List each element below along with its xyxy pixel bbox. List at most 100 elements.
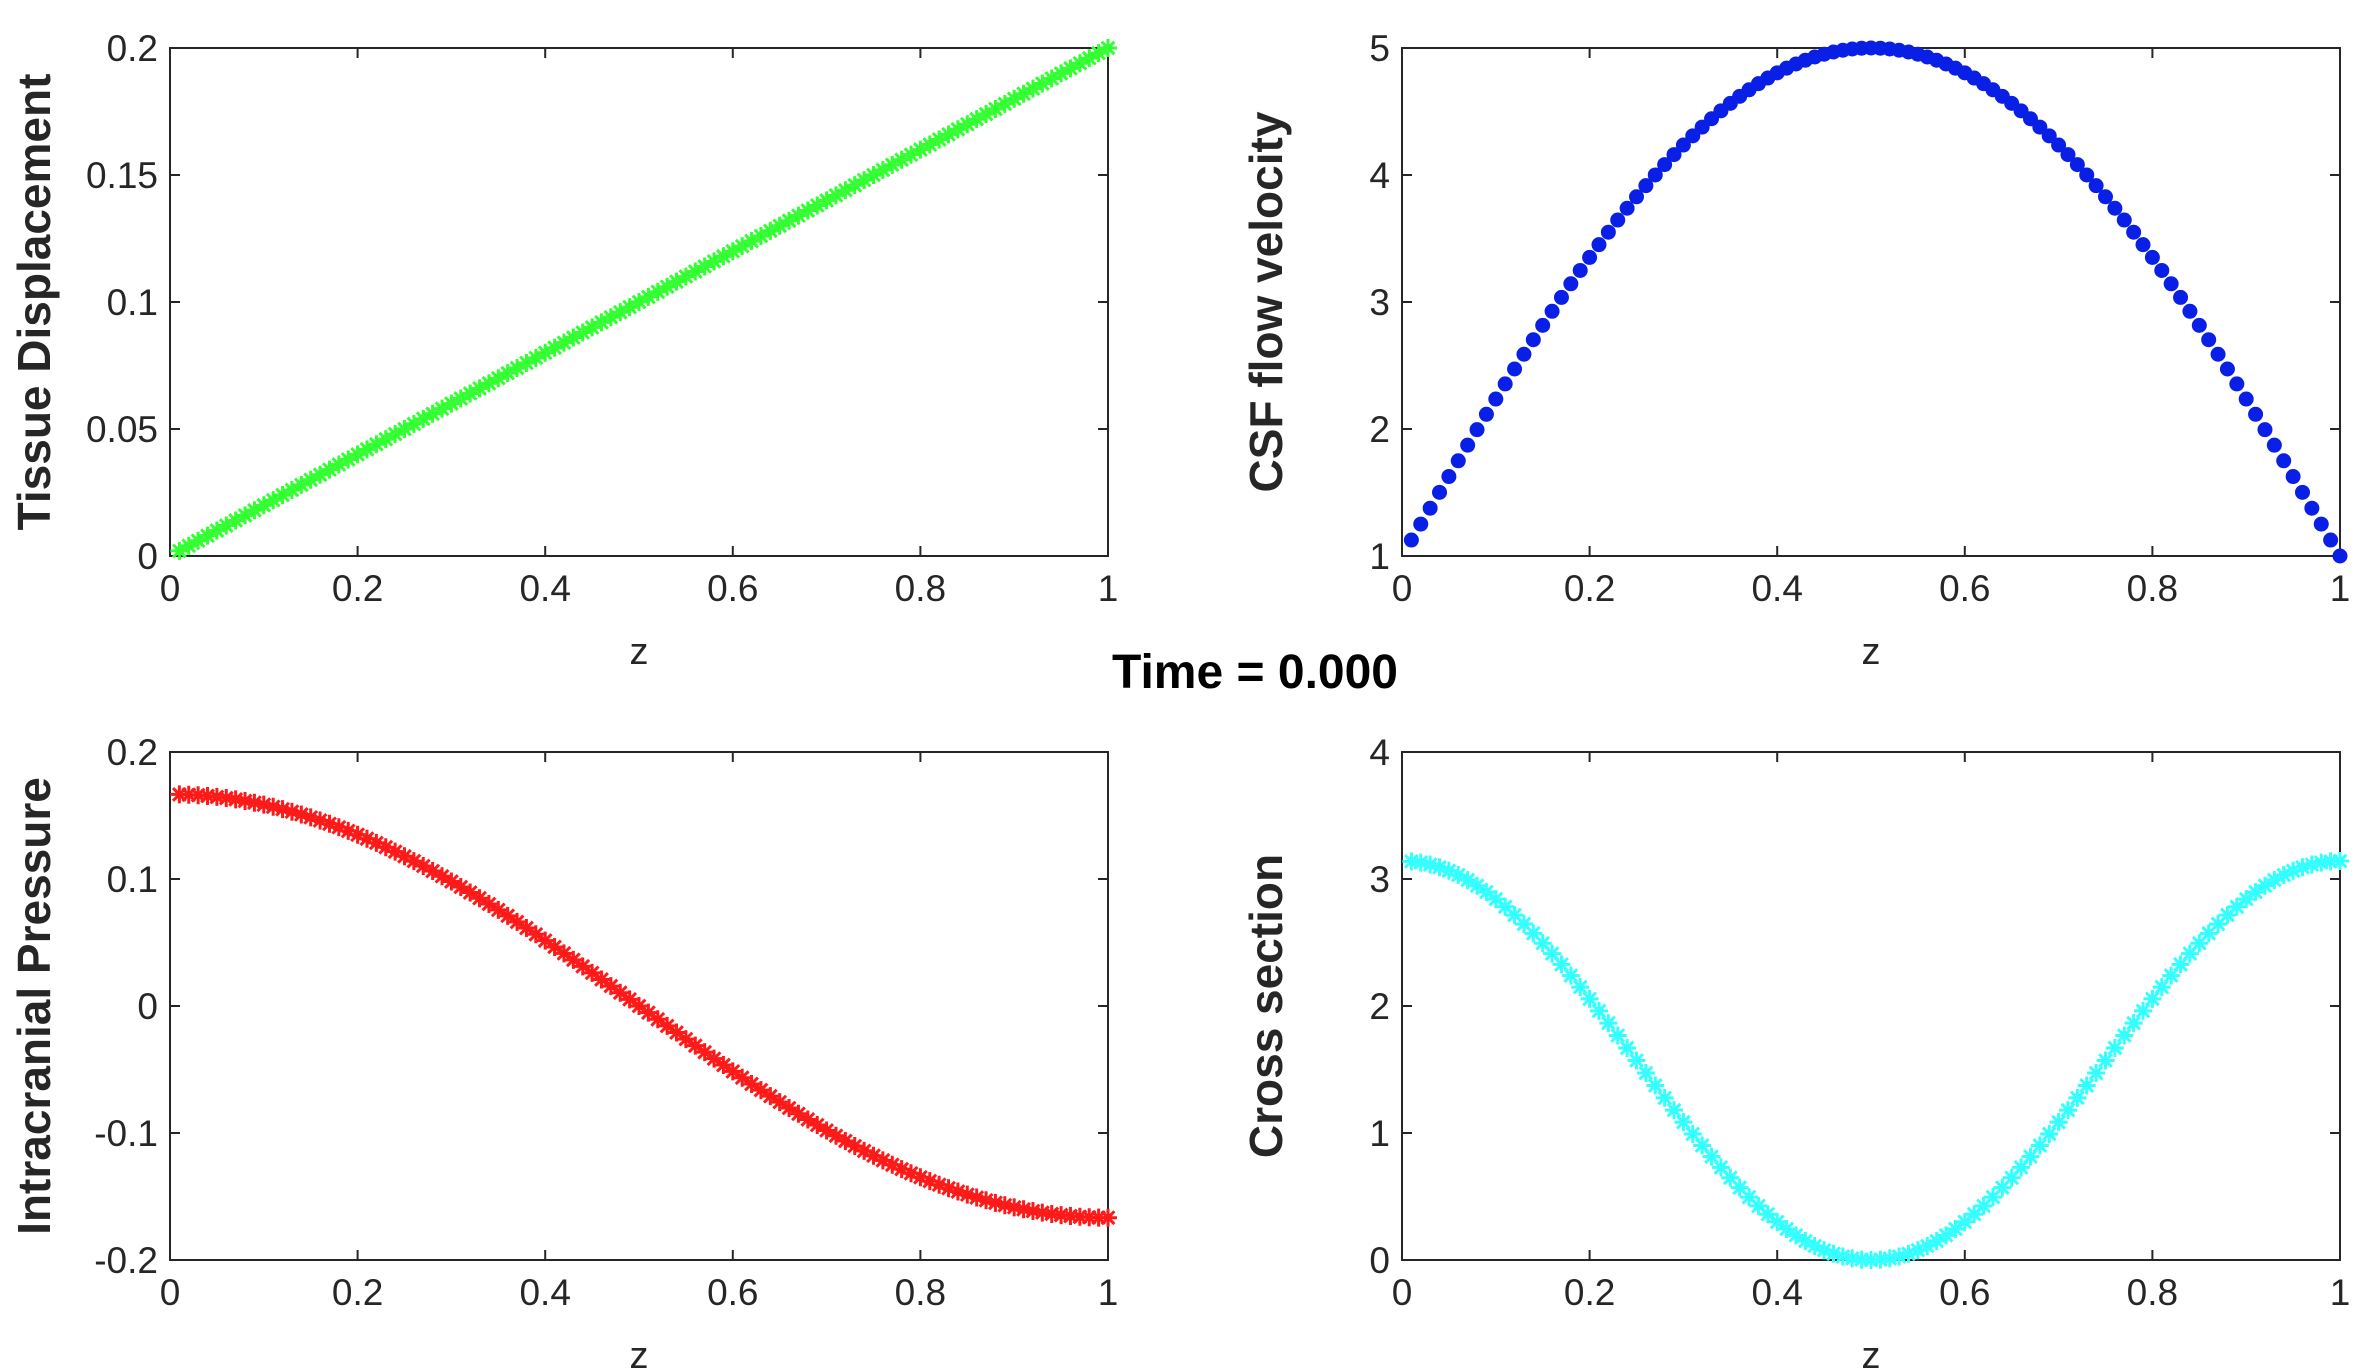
data-point bbox=[2060, 147, 2076, 163]
data-point bbox=[1478, 406, 1494, 422]
data-point bbox=[414, 409, 433, 428]
x-tick-label: 0.4 bbox=[519, 1272, 570, 1313]
data-point bbox=[2124, 1014, 2143, 1033]
x-tick-label: 0.8 bbox=[895, 568, 946, 609]
data-point bbox=[2068, 1088, 2087, 1107]
data-point bbox=[1023, 1202, 1042, 1221]
data-point bbox=[2154, 262, 2170, 278]
y-axis-label: Intracranial Pressure bbox=[8, 777, 60, 1235]
data-point bbox=[1005, 1198, 1024, 1217]
data-point bbox=[264, 491, 283, 510]
data-point bbox=[2218, 906, 2237, 925]
data-point bbox=[451, 389, 470, 408]
data-point bbox=[705, 252, 724, 271]
data-point bbox=[498, 906, 517, 925]
data-point bbox=[517, 919, 536, 938]
data-point bbox=[1023, 79, 1042, 98]
data-point bbox=[751, 1081, 770, 1100]
data-point bbox=[1514, 914, 1533, 933]
data-point bbox=[845, 176, 864, 195]
data-point bbox=[873, 1151, 892, 1170]
data-point bbox=[479, 374, 498, 393]
data-point bbox=[207, 787, 226, 806]
data-point bbox=[751, 226, 770, 245]
data-point bbox=[2041, 128, 2057, 144]
data-point bbox=[1507, 361, 1523, 377]
data-point bbox=[1042, 69, 1061, 88]
data-point bbox=[311, 465, 330, 484]
data-point bbox=[357, 829, 376, 848]
data-point bbox=[676, 1030, 695, 1049]
data-point bbox=[2323, 532, 2339, 548]
data-point bbox=[1099, 39, 1117, 57]
plot-area bbox=[1401, 751, 2341, 1261]
data-point bbox=[1033, 1203, 1052, 1222]
data-point bbox=[1403, 532, 1419, 548]
data-point bbox=[733, 237, 752, 256]
data-point bbox=[2021, 1147, 2040, 1166]
data-point bbox=[1061, 1207, 1080, 1226]
data-point bbox=[1052, 1206, 1071, 1225]
data-point bbox=[2182, 303, 2198, 319]
data-point bbox=[1674, 1113, 1693, 1132]
data-point bbox=[2255, 876, 2274, 895]
data-point bbox=[939, 125, 958, 144]
data-point bbox=[414, 856, 433, 875]
x-tick-label: 0.4 bbox=[1751, 568, 1802, 609]
data-point bbox=[236, 791, 255, 810]
data-point bbox=[170, 785, 189, 804]
data-point bbox=[1618, 1038, 1637, 1057]
data-point bbox=[2096, 1051, 2115, 1070]
data-point bbox=[1768, 1212, 1787, 1231]
data-point bbox=[423, 404, 442, 423]
data-point bbox=[433, 867, 452, 886]
data-point bbox=[2180, 944, 2199, 963]
data-point bbox=[1080, 1208, 1099, 1227]
data-point bbox=[911, 140, 930, 159]
data-point bbox=[583, 963, 602, 982]
y-axis-label: Tissue Displacement bbox=[8, 74, 60, 531]
data-point bbox=[1711, 1158, 1730, 1177]
data-point bbox=[667, 1023, 686, 1042]
data-point bbox=[1890, 1247, 1909, 1266]
data-point bbox=[1636, 1064, 1655, 1083]
data-point bbox=[1080, 49, 1099, 68]
data-point bbox=[1552, 955, 1571, 974]
data-point bbox=[236, 506, 255, 525]
data-point bbox=[2012, 1158, 2031, 1177]
x-tick-label: 0.8 bbox=[2127, 568, 2178, 609]
data-point bbox=[1572, 262, 1588, 278]
data-point bbox=[798, 201, 817, 220]
x-tick-label: 0 bbox=[1392, 1272, 1413, 1313]
data-point bbox=[2227, 897, 2246, 916]
data-point bbox=[958, 1185, 977, 1204]
data-point bbox=[479, 895, 498, 914]
data-point bbox=[2135, 237, 2151, 253]
x-tick-label: 0 bbox=[1392, 568, 1413, 609]
x-tick-label: 0.6 bbox=[707, 1272, 758, 1313]
data-point bbox=[2040, 1124, 2059, 1143]
data-point bbox=[2163, 276, 2179, 292]
data-point bbox=[1685, 128, 1701, 144]
data-point bbox=[2144, 249, 2160, 265]
data-point bbox=[1805, 1236, 1824, 1255]
data-point bbox=[714, 1056, 733, 1075]
data-point bbox=[1993, 1178, 2012, 1197]
data-point bbox=[1544, 303, 1560, 319]
data-point bbox=[592, 313, 611, 332]
chart-tissue: 0 0.2 0.4 0.6 0.8 1 0 0.05 0.1 0.15 0.2 z Tissue Dis… bbox=[8, 28, 1118, 673]
data-point bbox=[995, 1196, 1014, 1215]
data-point bbox=[217, 516, 236, 535]
data-point bbox=[2284, 861, 2303, 880]
data-point bbox=[630, 293, 648, 311]
data-point bbox=[2199, 924, 2218, 943]
data-point bbox=[1563, 276, 1579, 292]
y-tick-label: 0.1 bbox=[107, 859, 158, 900]
data-point bbox=[1014, 84, 1033, 103]
data-point bbox=[1533, 934, 1552, 953]
data-point bbox=[1432, 484, 1448, 500]
y-tick-label: -0.2 bbox=[94, 1240, 158, 1281]
data-point bbox=[817, 1121, 836, 1140]
data-point bbox=[498, 364, 517, 383]
data-point bbox=[1535, 317, 1551, 333]
